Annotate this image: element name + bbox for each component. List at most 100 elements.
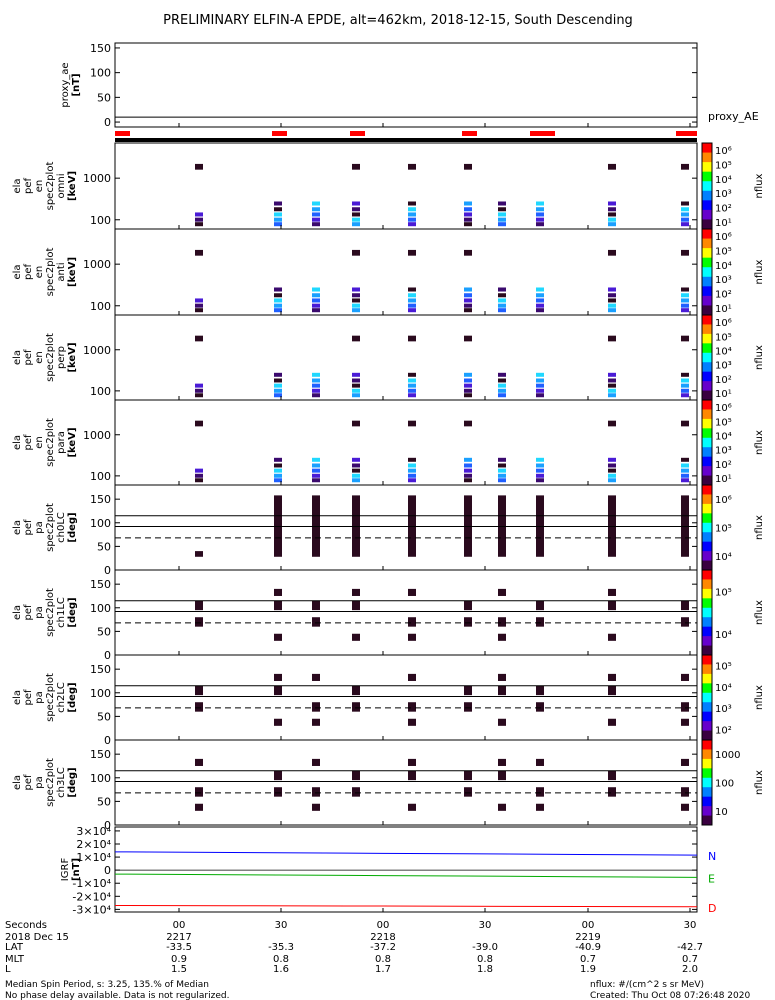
spectrogram-cell (274, 473, 282, 478)
y-axis-label: spec2plot (45, 503, 56, 552)
colorbar-tick-label: 10⁴ (715, 261, 732, 272)
spectrogram-cell (608, 303, 616, 308)
y-axis-label: pef (23, 434, 34, 451)
spectrogram-cell (312, 293, 320, 298)
panel-4: ela pef en spec2plot para [keV] 100 1000 10¹ 10² 1… (12, 399, 765, 486)
series-label: N (708, 850, 716, 863)
spectrogram-cell (498, 617, 506, 627)
colorbar-label: nflux (754, 430, 765, 455)
spectrogram-cell (195, 468, 203, 473)
spectrogram-cell (352, 207, 360, 212)
y-tick-label: 50 (97, 795, 111, 808)
data-bar (115, 138, 697, 142)
spectrogram-cell (498, 673, 506, 681)
spectrogram-cell (352, 388, 360, 393)
colorbar-tick-label: 10⁵ (715, 161, 732, 172)
y-axis-label: ch2LC (56, 682, 67, 713)
data-bar (115, 131, 130, 136)
spectrogram-cell (352, 393, 360, 398)
spectrogram-cell (498, 758, 506, 766)
panel-3: ela pef en spec2plot perp [keV] 100 1000 10¹ 10² 1… (12, 314, 765, 401)
colorbar-segment (702, 815, 712, 826)
colorbar-segment (702, 200, 712, 211)
data-bar (350, 131, 365, 136)
y-axis-label: [keV] (67, 342, 78, 372)
colorbar-segment (702, 598, 712, 609)
y-tick-label: -2×10⁴ (72, 890, 111, 903)
spectrogram-cell (464, 617, 472, 627)
spectrogram-cell (312, 463, 320, 468)
spectrogram-cell (608, 468, 616, 473)
x-tick-label: 30 (684, 920, 697, 931)
y-axis-label: en (34, 180, 45, 193)
spectrogram-cell (464, 702, 472, 712)
spectrogram-cell (608, 222, 616, 227)
spectrogram-cell (312, 457, 320, 462)
spectrogram-cell (536, 473, 544, 478)
spectrogram-cell (464, 378, 472, 383)
y-tick-label: 0 (104, 819, 111, 832)
colorbar-tick-label: 10⁶ (715, 403, 732, 414)
spectrogram-cell (681, 468, 689, 473)
spectrogram-cell (608, 770, 616, 781)
spectrogram-cell (352, 420, 360, 427)
spectrogram-cell (498, 383, 506, 388)
spectrogram-cell (195, 617, 203, 627)
spectrogram-cell (464, 207, 472, 212)
spectrogram-cell (274, 393, 282, 398)
x-tick-label: 00 (173, 920, 186, 931)
spectrogram-cell (408, 803, 416, 811)
y-tick-label: 0 (104, 864, 111, 877)
spectrogram-cell (464, 287, 472, 292)
spectrogram-cell (195, 600, 203, 611)
spectrogram-cell (536, 393, 544, 398)
y-tick-label: -1×10⁴ (72, 877, 111, 890)
spectrogram-cell (352, 463, 360, 468)
spectrogram-cell (536, 298, 544, 303)
spectrogram-cell (464, 463, 472, 468)
spectrogram-cell (608, 378, 616, 383)
y-axis-label: proxy_ae (60, 62, 71, 107)
spectrogram-cell (352, 249, 360, 256)
colorbar-segment (702, 390, 712, 401)
colorbar-segment (702, 655, 712, 665)
spectrogram-cell (408, 702, 416, 712)
series-label: E (708, 872, 715, 885)
colorbar-label: nflux (754, 515, 765, 540)
spectrogram-cell (608, 600, 616, 611)
colorbar-tick-label: 10³ (715, 704, 732, 715)
spectrogram-cell (274, 588, 282, 596)
spectrogram-cell (312, 718, 320, 726)
spectrogram-cell (498, 718, 506, 726)
colorbar-segment (702, 152, 712, 163)
spectrogram-cell (464, 217, 472, 222)
x-row-label: MLT (5, 954, 25, 965)
spectrogram-cell (681, 617, 689, 627)
colorbar-segment (702, 437, 712, 448)
panel-7: ela pef pa spec2plot ch2LC [deg] 0 50 100 150 10² 1… (12, 654, 765, 747)
x-tick-label: -39.0 (472, 942, 498, 953)
x-tick-label: 1.5 (171, 964, 187, 975)
spectrogram-cell (536, 201, 544, 206)
x-tick-label: 00 (582, 920, 595, 931)
colorbar-segment (702, 381, 712, 392)
spectrogram-cell (536, 378, 544, 383)
colorbar-segment (702, 352, 712, 363)
spectrogram-cell (536, 600, 544, 611)
spectrogram-cell (681, 249, 689, 256)
spectrogram-cell (408, 718, 416, 726)
y-tick-label: 50 (97, 625, 111, 638)
y-axis-label: ch3LC (56, 767, 67, 798)
colorbar-segment (702, 257, 712, 268)
spectrogram-cell (195, 249, 203, 256)
spectrogram-cell (536, 217, 544, 222)
spectrogram-cell (312, 473, 320, 478)
y-axis-label: pa (34, 606, 45, 618)
y-axis-label: en (34, 351, 45, 364)
spectrogram-cell (274, 478, 282, 483)
spectrogram-cell (498, 293, 506, 298)
spectrogram-cell (352, 293, 360, 298)
spectrogram-cell (195, 758, 203, 766)
spectrogram-cell (608, 335, 616, 342)
colorbar-tick-label: 10⁴ (715, 175, 732, 186)
